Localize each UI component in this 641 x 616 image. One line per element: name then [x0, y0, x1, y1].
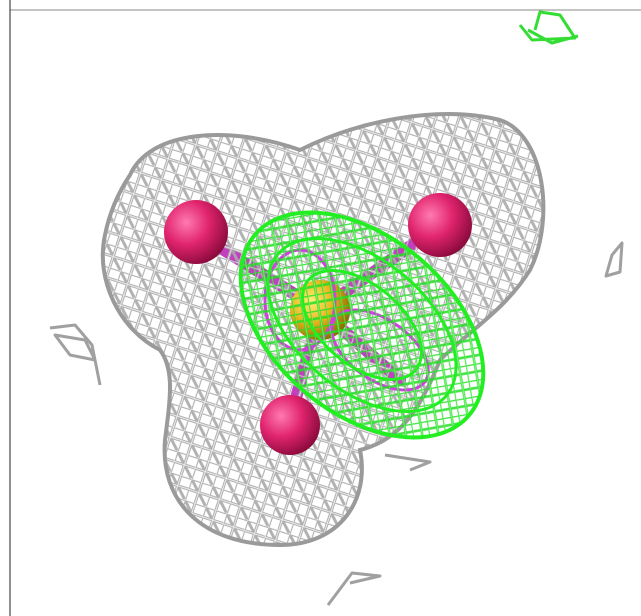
green-mesh: [238, 210, 486, 440]
grey-fragment: [49, 241, 624, 606]
atom: [260, 395, 320, 455]
green-fragment: [518, 10, 579, 45]
atom: [164, 200, 228, 264]
atom: [408, 193, 472, 257]
